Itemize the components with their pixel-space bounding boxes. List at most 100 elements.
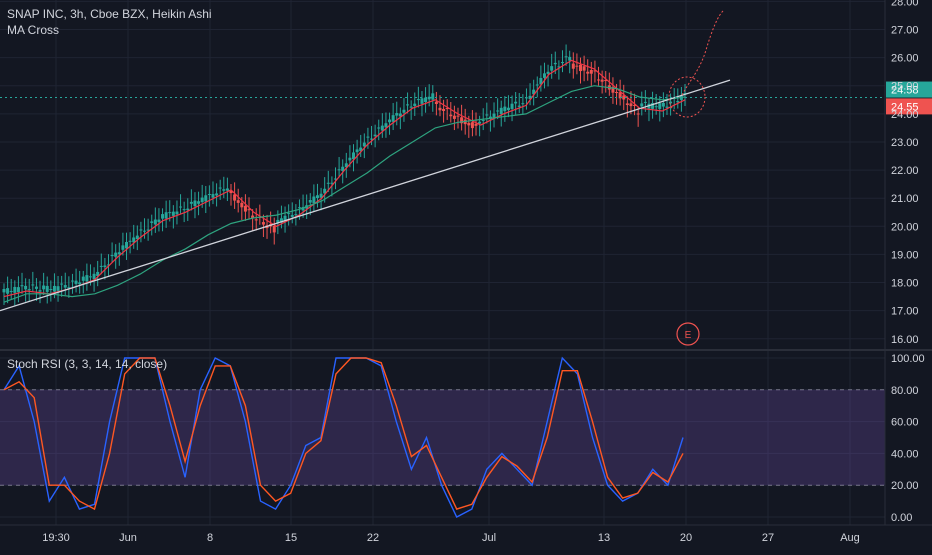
candle-body	[615, 92, 619, 94]
time-tick-label: 22	[367, 532, 379, 544]
candle-body	[139, 229, 143, 231]
candle-body	[189, 201, 193, 204]
candle-body	[651, 103, 655, 109]
candle-body	[618, 92, 622, 99]
candle-body	[38, 290, 42, 292]
candle-body	[521, 103, 525, 105]
time-tick-label: 13	[598, 532, 610, 544]
candle-body	[24, 285, 28, 290]
candle-body	[665, 106, 669, 108]
candle-body	[344, 163, 348, 168]
candle-body	[611, 87, 615, 93]
candle-body	[323, 188, 327, 194]
price-tag-box	[886, 81, 932, 98]
candle-body	[243, 205, 247, 212]
candle-body	[348, 157, 352, 161]
candle-body	[467, 122, 471, 126]
candle-body	[478, 121, 482, 124]
candle-body	[492, 113, 496, 118]
price-tick-label: 25.00	[891, 81, 919, 93]
candle-body	[600, 79, 604, 82]
candle-body	[193, 200, 197, 207]
drawn-circle	[668, 76, 706, 118]
candle-body	[74, 280, 78, 284]
candle-body	[539, 77, 543, 85]
candle-body	[395, 113, 399, 116]
candle-body	[669, 101, 673, 104]
candle-body	[20, 285, 24, 287]
candle-body	[535, 84, 539, 86]
candle-body	[413, 103, 417, 107]
event-marker[interactable]: E	[676, 322, 700, 346]
candle-body	[370, 138, 374, 140]
rsi-tick-label: 20.00	[891, 480, 919, 492]
rsi-lines	[3, 356, 684, 518]
rsi-label: Stoch RSI (3, 3, 14, 14, close)	[7, 357, 167, 371]
indicator-label: MA Cross	[7, 23, 59, 37]
candle-body	[153, 219, 157, 225]
candle-body	[308, 200, 312, 203]
rsi-tick-label: 80.00	[891, 385, 919, 397]
candle-body	[470, 122, 474, 129]
candle-body	[424, 97, 428, 102]
candle-body	[571, 63, 575, 69]
candle-body	[661, 102, 665, 107]
candle-body	[297, 207, 301, 209]
candle-body	[643, 101, 647, 103]
price-tick-label: 22.00	[891, 165, 919, 177]
candle-body	[182, 209, 186, 211]
time-tick-label: 8	[207, 532, 213, 544]
candle-body	[175, 211, 179, 215]
candle-body	[56, 286, 60, 291]
candle-body	[27, 289, 31, 291]
rsi-tick-label: 100.00	[891, 353, 925, 365]
candle-body	[589, 70, 593, 74]
candle-body	[186, 208, 190, 211]
candle-body	[503, 106, 507, 112]
candle-body	[333, 178, 337, 180]
candle-body	[391, 115, 395, 122]
candle-body	[272, 225, 276, 233]
candle-body	[218, 187, 222, 189]
candle-body	[135, 235, 139, 240]
candle-body	[279, 218, 283, 223]
candle-body	[171, 211, 175, 216]
price-tick-label: 26.00	[891, 53, 919, 65]
candle-body	[330, 182, 334, 184]
candle-body	[449, 114, 453, 117]
candle-body	[31, 284, 35, 286]
candle-body	[434, 101, 438, 105]
candle-body	[485, 114, 489, 116]
candle-body	[63, 285, 67, 288]
time-tick-label: Jul	[482, 532, 496, 544]
candle-body	[359, 147, 363, 152]
candle-body	[34, 286, 38, 289]
time-tick-label: 15	[285, 532, 297, 544]
candle-body	[110, 255, 114, 257]
price-tag-label: 24.58	[891, 85, 919, 97]
annotations: 24.58 24.55	[0, 9, 932, 118]
candle-body	[294, 214, 298, 216]
candle-body	[380, 125, 384, 131]
candle-body	[481, 119, 485, 121]
candle-body	[445, 108, 449, 110]
candle-body	[143, 230, 147, 232]
candle-body	[406, 104, 410, 106]
candle-body	[283, 215, 287, 221]
candle-body	[546, 71, 550, 74]
candle-body	[575, 65, 579, 67]
drawn-projection	[681, 9, 725, 96]
candle-body	[168, 212, 172, 214]
candle-body	[560, 62, 564, 64]
candle-body	[45, 285, 49, 292]
rsi-tick-label: 40.00	[891, 448, 919, 460]
trendline[interactable]	[0, 79, 731, 312]
candle-body	[78, 282, 82, 285]
candle-body	[593, 70, 597, 72]
candle-body	[510, 103, 514, 109]
candle-body	[96, 271, 100, 276]
price-tick-label: 16.00	[891, 334, 919, 346]
